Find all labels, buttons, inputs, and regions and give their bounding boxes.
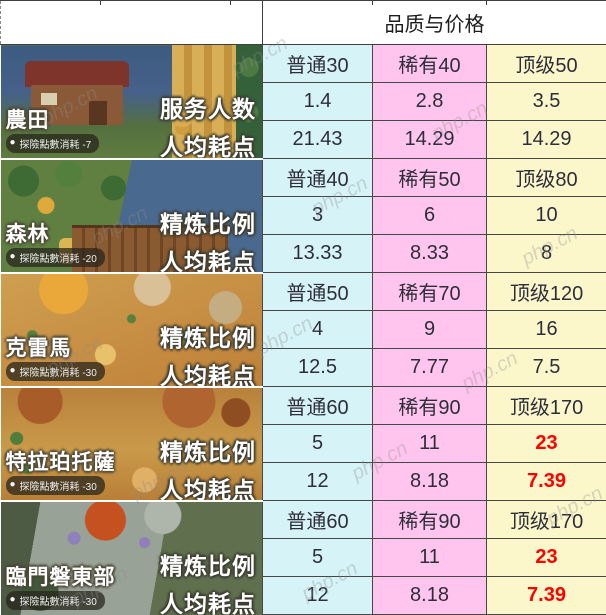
value-cell: 7.77 [372,348,487,387]
tier-cell: 顶级80 [485,158,606,197]
value-cell: 14.29 [372,120,487,159]
dot-icon: ● [9,479,16,490]
value-cell-highlight: 7.39 [485,462,606,501]
explore-cost-badge: ● 探險點數消耗 -30 [5,475,105,495]
trees-decor [0,160,151,230]
overlay-label-cost: 人均耗点 [160,590,256,615]
tier-cell: 稀有90 [372,500,487,539]
value-cell: 10 [485,196,606,235]
scene-farm-image: 服务人数 人均耗点 農田 ● 探險點數消耗 -7 [0,44,263,160]
explore-cost-badge: ● 探險點數消耗 -30 [5,590,105,610]
overlay-label-cost: 人均耗点 [160,134,256,159]
tier-cell: 稀有70 [372,272,487,311]
scene-desert-image: 精炼比例 人均耗点 克雷馬 ● 探險點數消耗 -30 [0,271,263,388]
explore-cost-badge: ● 探險點數消耗 -30 [5,361,105,381]
value-cell-highlight: 23 [485,538,606,577]
tier-cell: 顶级120 [485,272,606,311]
value-cell: 9 [372,310,487,349]
tier-cell: 顶级170 [485,500,606,539]
value-cell: 3 [262,196,373,235]
explore-cost-text: 探險點數消耗 -20 [19,253,97,265]
overlay-label-cost: 人均耗点 [160,248,256,273]
explore-cost-text: 探險點數消耗 -7 [19,139,92,151]
scene-rock-image: 精炼比例 人均耗点 臨門磐東部 ● 探險點數消耗 -30 [0,499,263,615]
gridline-tick [372,0,373,5]
farmhouse-decor [30,85,123,125]
dot-icon: ● [9,594,16,605]
value-cell: 8 [485,234,606,273]
tier-cell: 普通60 [262,386,373,425]
overlay-label-refine: 精炼比例 [160,324,256,351]
value-cell: 2.8 [372,82,487,121]
value-cell: 14.29 [485,120,606,159]
explore-cost-text: 探險點數消耗 -30 [19,367,97,379]
value-cell: 8.18 [372,576,487,615]
value-cell: 4 [262,310,373,349]
table-title: 品质与价格 [261,0,606,45]
explore-cost-badge: ● 探險點數消耗 -20 [5,247,105,267]
location-name: 克雷馬 [5,336,72,360]
tier-cell: 普通50 [262,272,373,311]
gridline-tick [230,0,231,5]
tier-cell: 普通30 [262,44,373,83]
value-cell: 11 [372,424,487,463]
value-cell: 6 [372,196,487,235]
scene-forest-image: 精炼比例 人均耗点 森林 ● 探險點數消耗 -20 [0,157,263,274]
value-cell: 12.5 [262,348,373,387]
tier-cell: 稀有90 [372,386,487,425]
tier-cell: 顶级50 [485,44,606,83]
gridline-tick [100,0,101,5]
value-cell: 1.4 [262,82,373,121]
gridline-tick [486,0,487,5]
value-cell: 8.33 [372,234,487,273]
dot-icon: ● [9,365,16,376]
farmhouse-roof-decor [24,61,129,87]
location-name: 森林 [5,222,50,246]
tier-cell: 普通40 [262,158,373,197]
overlay-label-cost: 人均耗点 [160,476,256,501]
value-cell: 12 [262,462,373,501]
dot-icon: ● [9,137,16,148]
value-cell: 12 [262,576,373,615]
overlay-label-cost: 人均耗点 [160,362,256,387]
explore-cost-text: 探險點數消耗 -30 [19,596,97,608]
explore-cost-text: 探險點數消耗 -30 [19,481,97,493]
overlay-label-refine: 精炼比例 [160,210,256,237]
value-cell-highlight: 23 [485,424,606,463]
overlay-label-service: 服务人数 [160,96,256,122]
haystack-decor [168,101,195,127]
dot-icon: ● [9,251,16,262]
value-cell: 8.18 [372,462,487,501]
tier-cell: 普通60 [262,500,373,539]
location-name: 農田 [5,108,50,132]
value-cell: 7.5 [485,348,606,387]
value-cell: 5 [262,538,373,577]
value-cell: 21.43 [262,120,373,159]
overlay-label-refine: 精炼比例 [160,552,256,579]
value-cell: 5 [262,424,373,463]
tier-cell: 稀有50 [372,158,487,197]
location-name: 臨門磐東部 [5,565,116,589]
value-cell: 11 [372,538,487,577]
location-name: 特拉珀托薩 [5,450,116,474]
value-cell: 13.33 [262,234,373,273]
explore-cost-badge: ● 探險點數消耗 -7 [5,133,100,153]
corner-cell [0,0,263,45]
trees-decor [236,45,262,157]
value-cell-highlight: 7.39 [485,576,606,615]
scene-town-image: 精炼比例 人均耗点 特拉珀托薩 ● 探險點數消耗 -30 [0,385,263,502]
tier-cell: 稀有40 [372,44,487,83]
value-cell: 3.5 [485,82,606,121]
overlay-label-refine: 精炼比例 [160,438,256,465]
value-cell: 16 [485,310,606,349]
tier-cell: 顶级170 [485,386,606,425]
